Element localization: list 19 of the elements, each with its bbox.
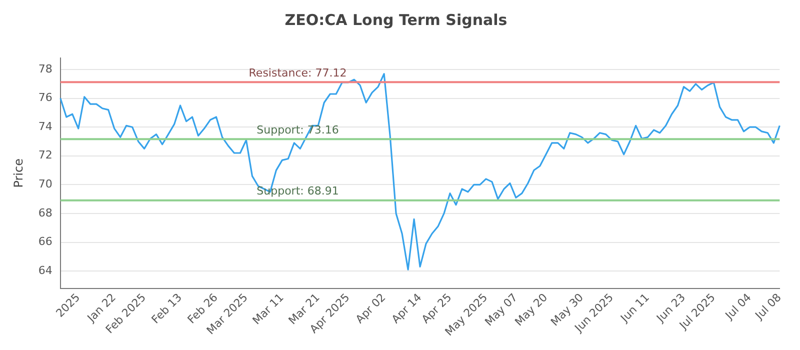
y-tick-label: 72 bbox=[38, 148, 52, 162]
y-tick-label: 76 bbox=[38, 91, 52, 104]
x-tick-label: Apr 14 bbox=[389, 290, 424, 326]
y-tick-label: 70 bbox=[38, 178, 52, 191]
ref-line-label: Support: 68.91 bbox=[256, 184, 339, 198]
y-tick-label: 66 bbox=[38, 235, 52, 248]
y-tick-label: 64 bbox=[38, 264, 52, 277]
chart-title: ZEO:CA Long Term Signals bbox=[284, 10, 508, 29]
x-tick-label: Apr 02 bbox=[353, 290, 388, 326]
x-tick-label: Jul 04 bbox=[722, 290, 754, 323]
y-tick-label: 78 bbox=[38, 62, 52, 76]
x-tick-label: Jun 11 bbox=[618, 290, 652, 326]
y-tick-label: 68 bbox=[38, 206, 52, 220]
x-tick-label: Feb 13 bbox=[149, 290, 184, 326]
x-tick-label: Jul 08 bbox=[752, 290, 784, 323]
x-tick-label: Mar 11 bbox=[250, 290, 286, 328]
ref-line-label: Resistance: 77.12 bbox=[248, 66, 347, 80]
y-tick-label: 74 bbox=[38, 120, 52, 133]
y-axis-title: Price bbox=[11, 158, 26, 188]
